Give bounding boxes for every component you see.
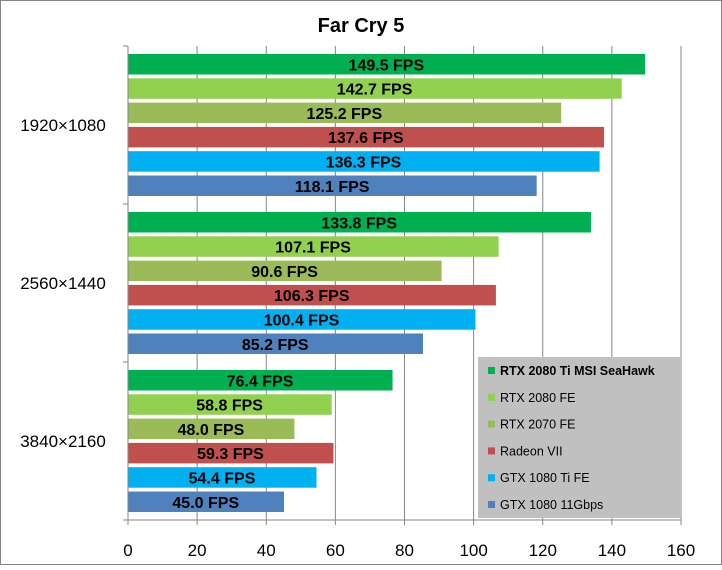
data-label: 125.2 FPS [307, 106, 383, 123]
bar [128, 370, 393, 391]
x-tick-label: 100 [459, 541, 487, 560]
bar [128, 126, 605, 148]
category-label: 3840×2160 [20, 432, 106, 451]
bar [128, 309, 476, 330]
data-label: 107.1 FPS [275, 240, 351, 257]
data-label: 149.5 FPS [349, 57, 425, 74]
category-label: 2560×1440 [20, 274, 106, 293]
bar [128, 260, 442, 282]
legend-label: RTX 2080 FE [500, 391, 576, 405]
data-label: 45.0 FPS [172, 495, 239, 512]
data-label: 58.8 FPS [196, 398, 263, 415]
axes: 0 20 40 60 80 100 120 140 160 1920×1080 2560×1440 3… [20, 45, 695, 560]
x-tick-label: 160 [667, 541, 695, 560]
bar [128, 102, 562, 124]
legend-label: RTX 2080 Ti MSI SeaHawk [500, 364, 655, 378]
bar [128, 491, 285, 512]
legend: RTX 2080 Ti MSI SeaHawk RTX 2080 FE RTX 20… [478, 357, 681, 518]
legend-swatch [488, 367, 495, 374]
data-label: 136.3 FPS [326, 154, 402, 171]
bars [128, 54, 646, 512]
x-tick-label: 0 [123, 541, 132, 560]
legend-swatch [488, 474, 495, 482]
bar [128, 78, 622, 99]
data-label: 76.4 FPS [227, 373, 294, 390]
x-tick-label: 80 [395, 541, 414, 560]
bar [128, 54, 646, 75]
x-tick-label: 20 [188, 541, 207, 560]
data-label: 59.3 FPS [197, 446, 264, 463]
data-label: 48.0 FPS [178, 422, 245, 439]
bar [128, 151, 600, 172]
legend-swatch [488, 393, 495, 401]
legend-label: Radeon VII [500, 444, 563, 458]
x-tick-label: 40 [257, 541, 276, 560]
bar [128, 284, 496, 306]
legend-swatch [488, 447, 495, 455]
bar [128, 467, 317, 488]
legend-label: RTX 2070 FE [500, 418, 576, 432]
bar [128, 394, 332, 415]
data-label: 54.4 FPS [189, 470, 256, 487]
x-tick-label: 120 [529, 541, 557, 560]
data-label: 90.6 FPS [251, 264, 318, 281]
legend-swatch [488, 420, 495, 428]
bar [128, 175, 537, 196]
data-label: 106.3 FPS [274, 288, 350, 305]
data-label: 85.2 FPS [242, 337, 309, 354]
legend-label: GTX 1080 Ti FE [500, 471, 590, 485]
bar [128, 418, 295, 440]
data-labels: 149.5 FPS 142.7 FPS 125.2 FPS 137.6 FPS 136.… [172, 57, 424, 512]
data-label: 137.6 FPS [328, 130, 404, 147]
bar [128, 333, 423, 354]
bar [128, 212, 591, 233]
data-label: 133.8 FPS [321, 215, 397, 232]
bar [128, 236, 499, 257]
bar [128, 442, 334, 464]
legend-box [478, 357, 681, 518]
legend-swatch [488, 501, 495, 508]
category-label: 1920×1080 [20, 116, 106, 135]
data-label: 100.4 FPS [264, 312, 340, 329]
x-tick-label: 60 [326, 541, 345, 560]
legend-label: GTX 1080 11Gbps [500, 498, 603, 512]
data-label: 118.1 FPS [295, 179, 370, 196]
x-tick-label: 140 [598, 541, 626, 560]
chart-title: Far Cry 5 [318, 15, 405, 37]
data-label: 142.7 FPS [337, 82, 413, 99]
